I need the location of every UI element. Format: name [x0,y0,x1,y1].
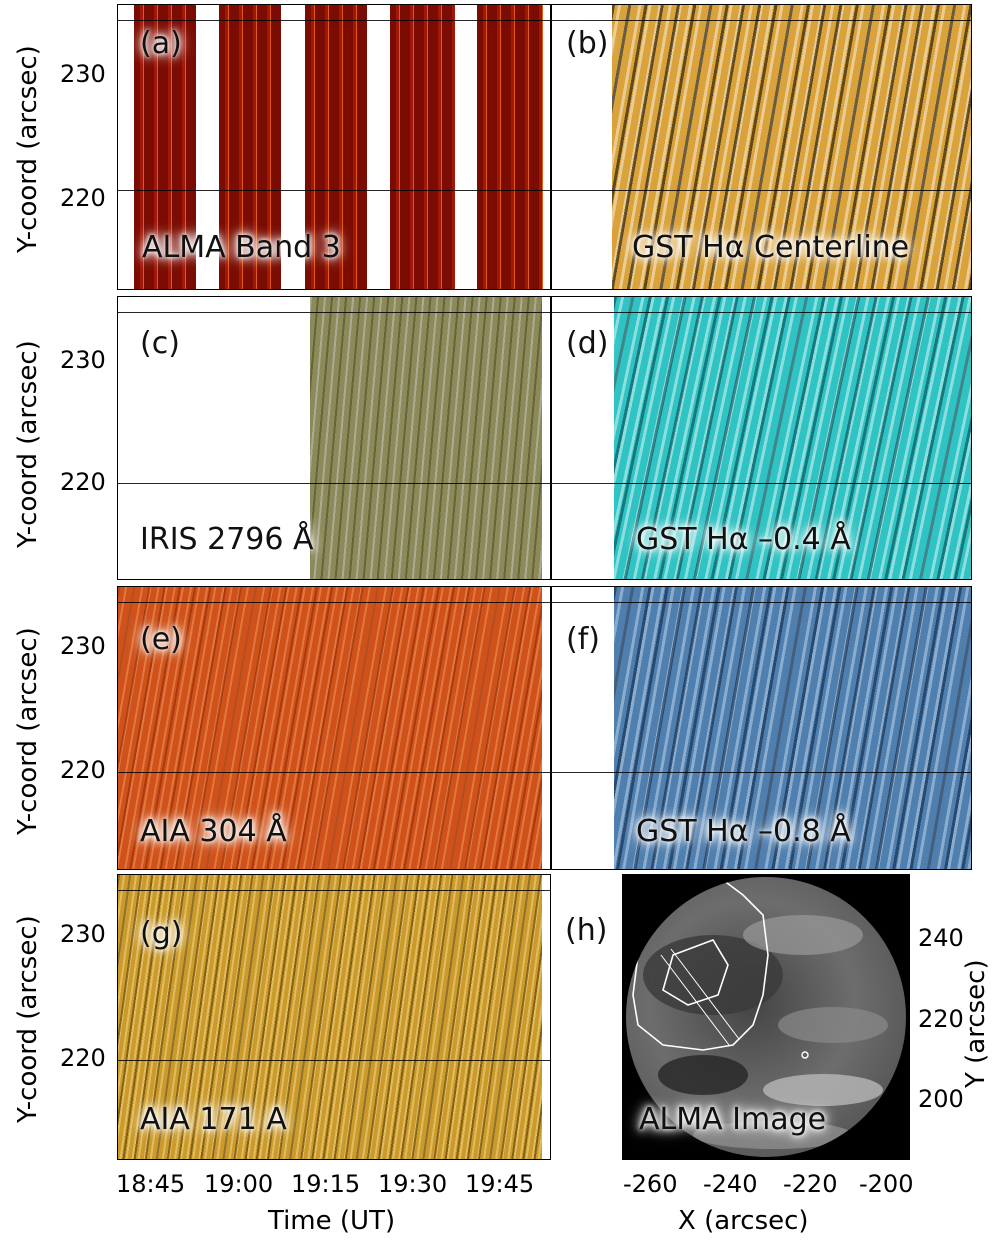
panel-f-slit-line-top [552,602,971,603]
panel-a: (a) ALMA Band 3 [117,4,551,290]
panel-e-image [118,587,542,869]
panel-a-slit-line-bottom [118,190,550,191]
h-x-tick-220: -220 [783,1170,838,1198]
panel-c: (c) IRIS 2796 Å [117,296,551,580]
y-tick-c-220: 220 [60,468,106,496]
y-axis-label-c: Y-coord (arcsec) [13,340,43,548]
panel-c-slit-line-bottom [118,483,550,484]
panel-d-title: GST Hα –0.4 Å [636,522,851,557]
panel-g-letter: (g) [140,916,183,951]
panel-c-letter: (c) [140,326,180,361]
panel-b-title: GST Hα Centerline [632,230,910,265]
x-tick-1930: 19:30 [378,1170,448,1198]
panel-h-letter: (h) [565,913,608,948]
panel-b-slit-line-top [552,20,971,21]
y-axis-label-a: Y-coord (arcsec) [13,45,43,253]
panel-h-title: ALMA Image [639,1102,827,1137]
panel-a-strip-5 [477,5,543,289]
panel-a-letter: (a) [140,26,182,61]
y-tick-a-220: 220 [60,184,106,212]
y-tick-e-230: 230 [60,632,106,660]
y-tick-a-230: 230 [60,60,106,88]
panel-e-slit-line-top [118,602,550,603]
panel-d-slit-line-bottom [552,483,971,484]
panel-e-slit-line-bottom [118,772,550,773]
alma-image-svg [624,875,908,1159]
panel-b: (b) GST Hα Centerline [551,4,972,290]
panel-g-slit-line-top [118,890,550,891]
h-x-tick-260: -260 [623,1170,678,1198]
x-tick-1915: 19:15 [291,1170,361,1198]
panel-f-slit-line-bottom [552,772,971,773]
panel-a-title: ALMA Band 3 [142,230,341,265]
panel-g-title: AIA 171 A [140,1102,287,1137]
y-tick-g-230: 230 [60,920,106,948]
panel-b-letter: (b) [566,26,609,61]
y-tick-g-220: 220 [60,1044,106,1072]
panel-c-title: IRIS 2796 Å [140,522,314,557]
panel-f-letter: (f) [566,622,600,657]
panel-f-title: GST Hα –0.8 Å [636,814,851,849]
panel-g-image [118,875,542,1159]
panel-a-strip-3 [305,5,367,289]
panel-a-slit-line-top [118,20,550,21]
h-x-axis-label: X (arcsec) [678,1206,809,1236]
h-y-tick-240: 240 [918,924,964,952]
panel-d-slit-line-top [552,312,971,313]
panel-e-letter: (e) [140,622,182,657]
panel-g-slit-line-bottom [118,1060,550,1061]
panel-f: (f) GST Hα –0.8 Å [551,586,972,870]
panel-b-image [612,5,971,289]
h-y-tick-200: 200 [918,1085,964,1113]
panel-b-slit-line-bottom [552,190,971,191]
x-tick-1945: 19:45 [465,1170,535,1198]
h-y-axis-label: Y (arcsec) [961,959,991,1088]
panel-d-letter: (d) [566,326,609,361]
panel-c-slit-line-top [118,312,550,313]
panel-g: (g) AIA 171 A [117,874,551,1160]
y-tick-e-220: 220 [60,756,106,784]
y-axis-label-g: Y-coord (arcsec) [13,915,43,1123]
y-axis-label-e: Y-coord (arcsec) [13,627,43,835]
panel-a-strip-1 [134,5,196,289]
h-y-tick-220: 220 [918,1005,964,1033]
panel-e: (e) AIA 304 Å [117,586,551,870]
panel-e-title: AIA 304 Å [140,814,287,849]
panel-d: (d) GST Hα –0.4 Å [551,296,972,580]
h-x-tick-200: -200 [859,1170,914,1198]
panel-a-strip-2 [219,5,281,289]
panel-f-image [614,587,971,869]
panel-a-strip-4 [390,5,455,289]
x-tick-1900: 19:00 [204,1170,274,1198]
x-axis-label-time: Time (UT) [268,1206,396,1236]
panel-h: ALMA Image [622,874,910,1160]
panel-c-image [310,297,542,579]
y-tick-c-230: 230 [60,346,106,374]
panel-d-image [614,297,971,579]
x-tick-1845: 18:45 [116,1170,186,1198]
h-x-tick-240: -240 [703,1170,758,1198]
